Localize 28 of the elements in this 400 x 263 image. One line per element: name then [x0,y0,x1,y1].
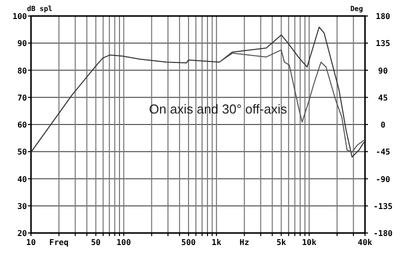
y2-tick-label: 90 [378,66,388,76]
y-tick-label: 70 [17,93,28,102]
y-tick-label: 90 [17,39,28,48]
y-tick-label: 100 [12,12,28,21]
y-tick-label: 80 [17,66,28,76]
y2-tick-label: 0 [380,120,386,130]
y-tick-label: 20 [17,229,28,238]
y2-tick-label: 180 [376,12,390,21]
y2-tick-label: -135 [373,202,393,211]
y2-tick-label: -90 [376,174,390,184]
y-tick-label: 60 [17,120,28,130]
x-tick-label: 1k [212,238,222,247]
x-tick-label: Hz [240,238,250,247]
x-tick-label: 40k [358,238,372,247]
x-tick-label: 10 [26,238,36,247]
x-tick-label: 5k [276,238,286,247]
x-tick-label: 10k [302,238,317,247]
y2-tick-label: -45 [376,148,390,157]
x-tick-label: 50 [90,238,101,247]
y2-tick-label: 45 [378,93,388,102]
y2-tick-label: 135 [376,39,390,48]
x-tick-label: Freq [49,238,69,247]
y-tick-label: 40 [17,174,28,184]
y2-tick-label: -180 [373,229,393,238]
x-tick-label: 100 [116,238,132,247]
y-tick-label: 50 [17,148,28,157]
y-tick-label: 30 [17,202,28,211]
x-tick-label: 500 [181,238,196,247]
